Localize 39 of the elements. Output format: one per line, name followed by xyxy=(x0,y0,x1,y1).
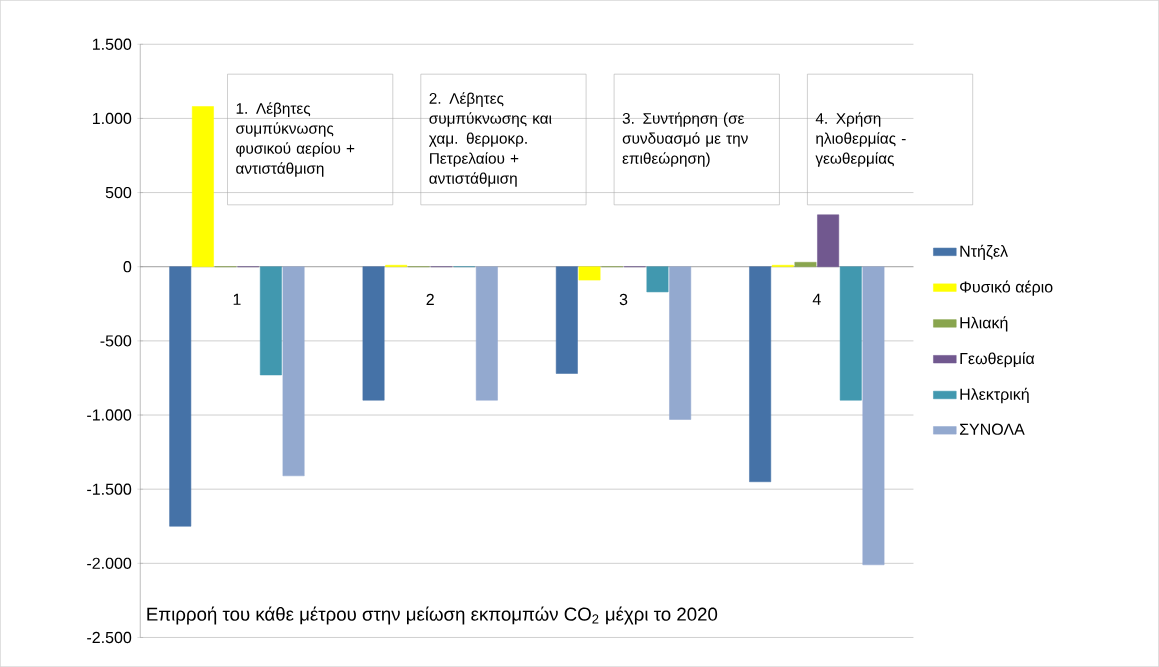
bar xyxy=(475,266,498,401)
bar xyxy=(259,266,282,376)
x-tick-label: 4 xyxy=(812,293,821,305)
bar xyxy=(817,214,840,267)
legend-label: Ηλιακή xyxy=(960,316,1008,332)
annotation: 2. Λέβητες συμπύκνωσης και χαμ. θερμοκρ. Πετρελαίου + αντιστάθμιση xyxy=(428,92,552,187)
x-tick-label: 3 xyxy=(619,293,628,306)
y-tick-label: -2.000 xyxy=(87,557,132,569)
annotation: 1. Λέβητες συμπύκνωσης φυσικού αερίου + αντιστάθμιση xyxy=(236,102,355,177)
x-tick-label: 2 xyxy=(426,293,434,305)
legend-label: ΣΥΝΟΛΑ xyxy=(959,423,1025,435)
legend-label: Φυσικό αέριο xyxy=(960,280,1053,296)
bar xyxy=(362,266,385,401)
bar xyxy=(749,266,772,482)
x-tick-label: 1 xyxy=(233,293,241,305)
y-tick-label: 1.500 xyxy=(92,38,132,50)
legend-label: Ηλεκτρική xyxy=(960,387,1029,404)
bar xyxy=(191,106,214,267)
bar xyxy=(555,266,578,374)
y-tick-label: -1.000 xyxy=(87,409,132,421)
bar xyxy=(578,266,601,281)
bar xyxy=(646,266,669,293)
annotation: 3. Συντήρηση (σε συνδυασμό με την επιθεώρηση) xyxy=(622,112,748,167)
y-tick-label: -1.500 xyxy=(87,483,132,495)
annotation: 4. Χρήση ηλιοθερμίας -γεωθερμίας xyxy=(815,112,906,167)
y-tick-label: -500 xyxy=(100,335,132,347)
bar xyxy=(794,261,817,267)
legend-label: Γεωθερμία xyxy=(960,351,1035,368)
bar xyxy=(669,266,692,420)
y-tick-label: 1.000 xyxy=(92,112,132,125)
text: Επιρροή του κάθε μέτρου στην μείωση εκπομπών CO$_{2}$ μέχρι το 2020 xyxy=(147,606,718,625)
y-tick-label: 500 xyxy=(105,186,132,199)
bar xyxy=(282,266,305,477)
y-tick-label: -2.500 xyxy=(87,631,132,644)
bar xyxy=(169,266,192,527)
bar xyxy=(839,266,862,401)
bar xyxy=(862,266,885,566)
y-tick-label: 0 xyxy=(123,261,132,273)
legend-label: Ντήζελ xyxy=(960,244,1008,260)
